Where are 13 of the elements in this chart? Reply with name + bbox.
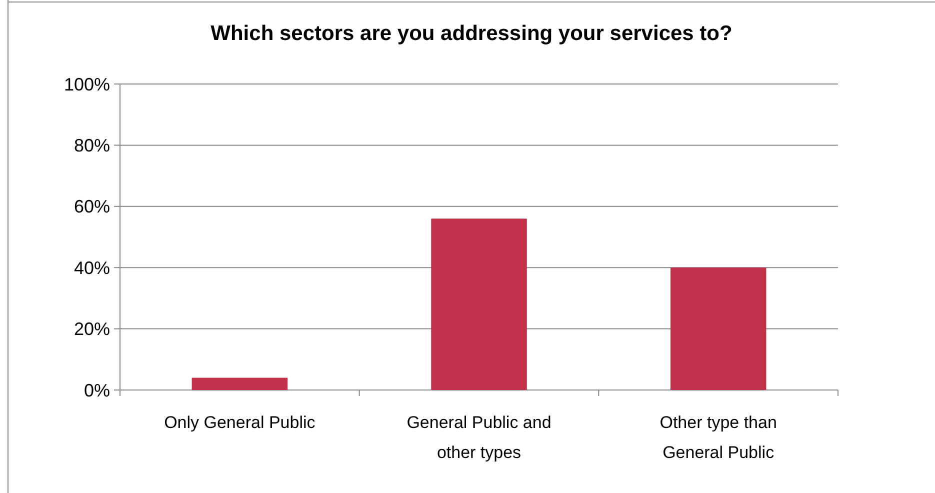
y-tick-label: 100% [64,74,110,94]
bar [192,378,288,390]
x-tick-label: Only General Public [164,413,316,432]
y-tick-label: 60% [74,196,110,217]
y-tick-label: 80% [74,136,110,156]
chart-title: Which sectors are you addressing your services to? [210,22,732,45]
y-tick-label: 40% [74,258,110,278]
bar [670,268,766,390]
x-tick-label: General Public and other types [406,413,552,462]
bar [431,218,527,390]
y-tick-label: 20% [74,319,110,340]
y-tick-label: 0% [84,380,110,400]
x-tick-label: Other type than General Public [660,413,777,462]
